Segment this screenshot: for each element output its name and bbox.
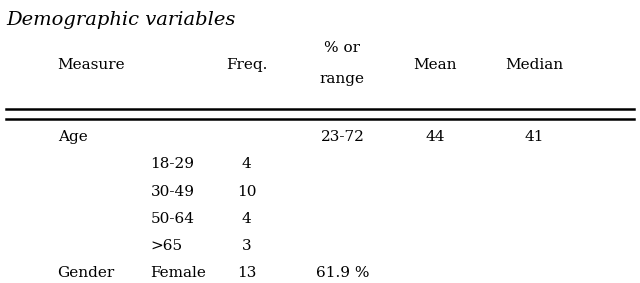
Text: 61.9 %: 61.9 %	[316, 266, 369, 280]
Text: Mean: Mean	[413, 58, 457, 72]
Text: 30-49: 30-49	[150, 185, 195, 199]
Text: 44: 44	[426, 130, 445, 144]
Text: 4: 4	[241, 212, 252, 226]
Text: 4: 4	[241, 157, 252, 171]
Text: 41: 41	[525, 130, 544, 144]
Text: Age: Age	[58, 130, 87, 144]
Text: Freq.: Freq.	[226, 58, 267, 72]
Text: Measure: Measure	[58, 58, 125, 72]
Text: Demographic variables: Demographic variables	[6, 11, 236, 29]
Text: Female: Female	[150, 266, 206, 280]
Text: Gender: Gender	[58, 266, 115, 280]
Text: 18-29: 18-29	[150, 157, 195, 171]
Text: >65: >65	[150, 239, 182, 253]
Text: range: range	[320, 72, 365, 86]
Text: 23-72: 23-72	[321, 130, 364, 144]
Text: 50-64: 50-64	[150, 212, 195, 226]
Text: % or: % or	[324, 41, 360, 55]
Text: 3: 3	[241, 239, 252, 253]
Text: Median: Median	[506, 58, 563, 72]
Text: 13: 13	[237, 266, 256, 280]
Text: 10: 10	[237, 185, 256, 199]
